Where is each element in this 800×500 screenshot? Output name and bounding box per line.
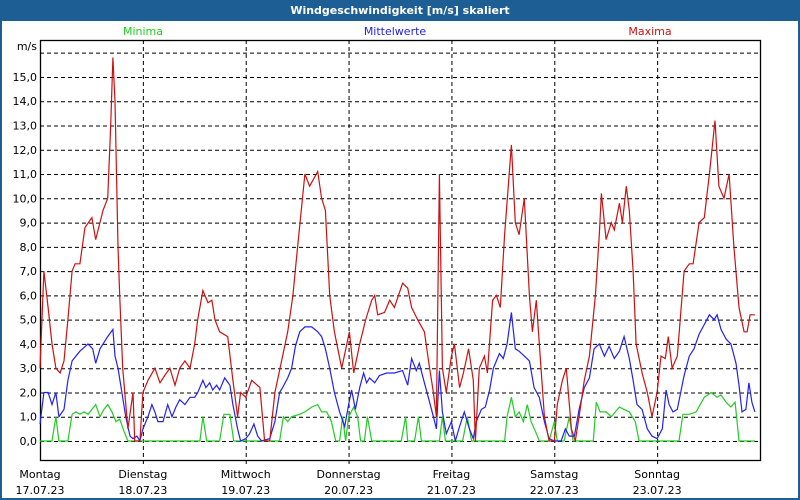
y-tick-label: 5,0 [20, 314, 38, 327]
y-tick-label: 8,0 [20, 241, 38, 254]
x-tick-date: 21.07.23 [427, 484, 476, 497]
x-tick-date: 19.07.23 [221, 484, 270, 497]
legend-minima: Minima [123, 25, 163, 38]
x-tick-day: Mittwoch [221, 468, 271, 481]
y-tick-label: 0,0 [20, 435, 38, 448]
y-tick-label: 9,0 [20, 217, 38, 230]
x-tick-day: Sonntag [634, 468, 680, 481]
y-tick-label: 10,0 [13, 192, 38, 205]
y-tick-label: 7,0 [20, 265, 38, 278]
y-tick-label: 4,0 [20, 338, 38, 351]
legend-mittelwerte: Mittelwerte [364, 25, 427, 38]
plot-frame [39, 39, 762, 462]
y-tick-label: 14,0 [13, 95, 38, 108]
x-tick-day: Freitag [433, 468, 471, 481]
x-tick-day: Dienstag [118, 468, 167, 481]
y-tick-label: 2,0 [20, 386, 38, 399]
x-tick-day: Montag [19, 468, 60, 481]
x-tick-date: 17.07.23 [16, 484, 65, 497]
x-tick-date: 20.07.23 [324, 484, 373, 497]
y-tick-label: 13,0 [13, 119, 38, 132]
x-tick-date: 18.07.23 [118, 484, 167, 497]
x-tick-day: Donnerstag [316, 468, 380, 481]
y-tick-label: 1,0 [20, 411, 38, 424]
x-tick-date: 22.07.23 [530, 484, 579, 497]
y-axis-unit: m/s [17, 40, 37, 53]
window-title: Windgeschwindigkeit [m/s] skaliert [0, 0, 800, 21]
series-line-mittelwerte [39, 312, 756, 443]
series-line-minima [40, 391, 755, 442]
y-tick-label: 6,0 [20, 289, 38, 302]
chart-area [2, 21, 798, 498]
y-tick-label: 3,0 [20, 362, 38, 375]
y-tick-label: 15,0 [13, 71, 38, 84]
x-tick-day: Samstag [530, 468, 578, 481]
y-tick-label: 11,0 [13, 168, 38, 181]
series-line-maxima [39, 57, 755, 442]
legend-maxima: Maxima [628, 25, 671, 38]
y-tick-label: 12,0 [13, 144, 38, 157]
x-tick-date: 23.07.23 [633, 484, 682, 497]
